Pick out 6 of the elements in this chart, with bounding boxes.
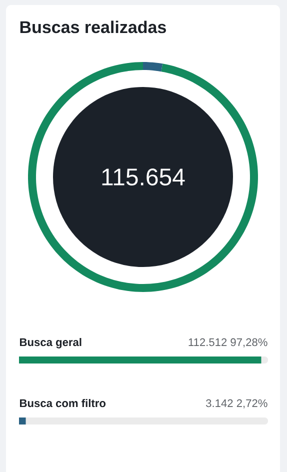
data-label: 3.142 2,72% — [206, 399, 268, 408]
y-tick-label: Busca geral — [20, 338, 82, 348]
data-label: 112.512 97,28% — [188, 338, 268, 348]
chart-title: Buscas realizadas — [20, 20, 166, 34]
text: 115.654 — [102, 168, 185, 186]
y-tick-label: Busca com filtro — [20, 398, 106, 408]
